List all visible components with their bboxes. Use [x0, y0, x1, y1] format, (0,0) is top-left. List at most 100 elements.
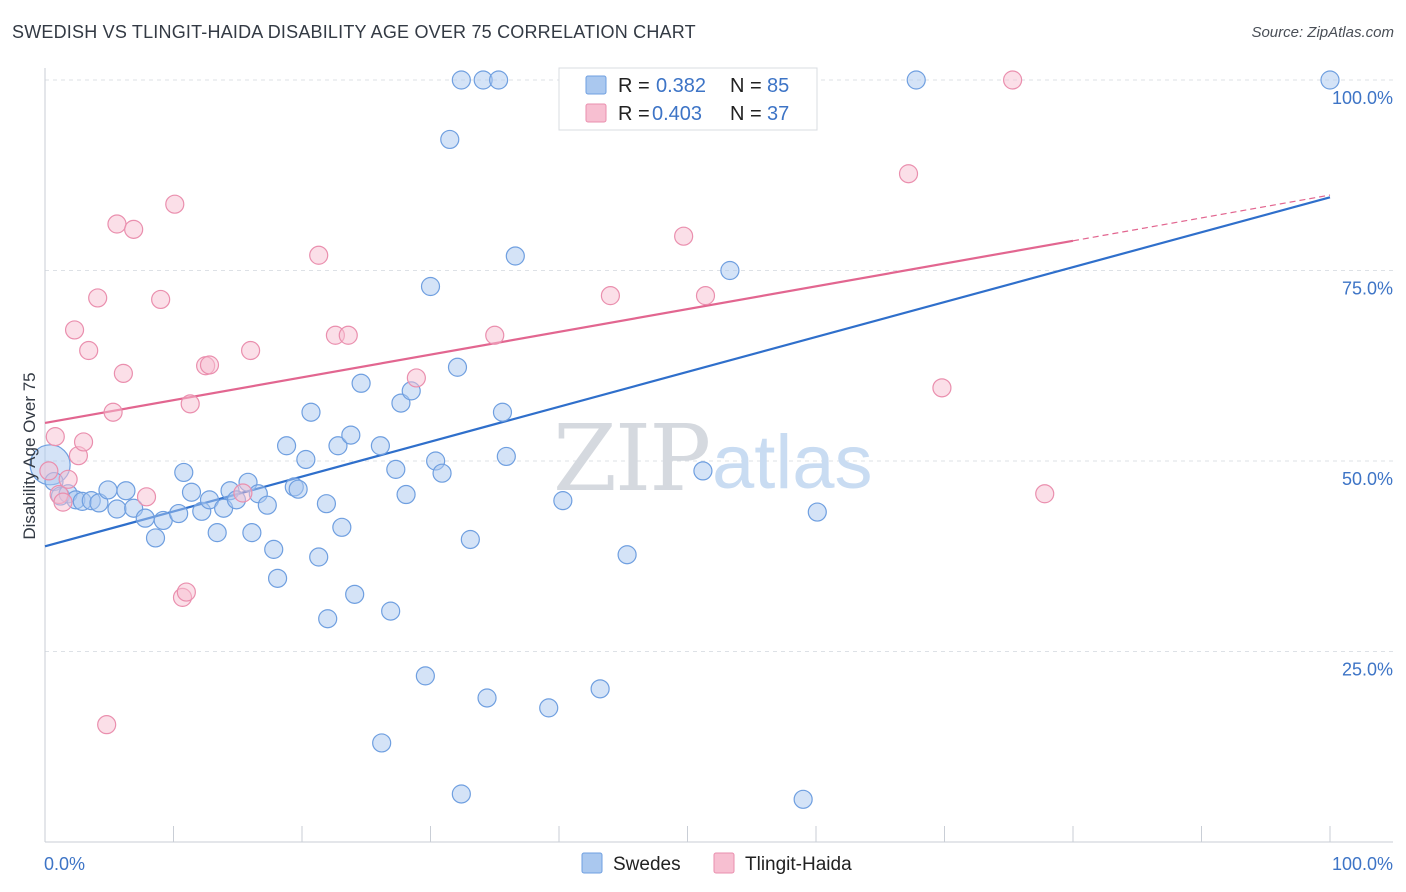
point-swedes — [477, 688, 497, 708]
gridlines — [45, 79, 1393, 652]
point-tlingit — [113, 363, 133, 383]
point-swedes — [116, 481, 136, 501]
point-swedes — [807, 502, 827, 522]
legend-r-label-swedes: R = — [618, 75, 650, 97]
point-swedes — [489, 70, 509, 90]
point-swedes — [351, 373, 371, 393]
point-tlingit — [674, 226, 694, 246]
point-tlingit — [180, 394, 200, 414]
point-swedes — [372, 733, 392, 753]
trend-line-tlingit — [44, 239, 1074, 424]
bottom-legend-label-swedes: Swedes — [613, 854, 681, 875]
point-swedes — [440, 129, 460, 150]
point-swedes — [720, 260, 740, 281]
point-tlingit — [107, 214, 127, 234]
point-swedes — [264, 539, 284, 559]
point-swedes — [267, 568, 288, 588]
point-tlingit — [88, 288, 108, 308]
point-swedes — [451, 70, 471, 90]
bottom-legend-label-tlingit: Tlingit-Haida — [745, 854, 852, 875]
point-swedes — [107, 499, 127, 519]
point-swedes — [693, 461, 713, 481]
bottom-legend-swatch-tlingit — [713, 852, 735, 874]
point-tlingit — [241, 340, 261, 361]
point-swedes — [460, 529, 480, 550]
point-swedes — [553, 491, 573, 511]
point-swedes — [341, 425, 361, 445]
point-tlingit — [199, 355, 220, 375]
legend-swatch-swedes — [585, 75, 607, 95]
watermark-zip: ZIP — [553, 405, 709, 512]
y-tick-label-25: 25.0% — [1342, 660, 1393, 680]
point-tlingit — [64, 320, 85, 340]
chart-source: Source: ZipAtlas.com — [1251, 24, 1394, 41]
legend-n-value-tlingit: 37 — [767, 103, 789, 125]
trend-line-tlingit-extension — [1072, 194, 1331, 242]
series-legend: Swedes Tlingit-Haida — [581, 852, 852, 875]
point-swedes — [242, 523, 262, 543]
point-swedes — [539, 698, 559, 718]
chart-title: SWEDISH VS TLINGIT-HAIDA DISABILITY AGE … — [12, 22, 696, 42]
point-tlingit — [309, 245, 329, 265]
point-swedes — [590, 679, 610, 699]
bottom-legend-swatch-swedes — [581, 852, 603, 874]
point-tlingit — [485, 325, 505, 345]
point-swedes — [451, 784, 471, 804]
point-tlingit — [406, 368, 426, 388]
point-swedes — [345, 584, 365, 604]
point-swedes — [174, 462, 194, 483]
point-swedes — [415, 666, 435, 686]
legend-r-value-tlingit: 0.403 — [652, 103, 702, 125]
point-swedes — [386, 459, 406, 479]
y-tick-label-75: 75.0% — [1342, 279, 1393, 299]
point-swedes — [505, 246, 525, 266]
point-swedes — [496, 446, 516, 467]
y-axis-label: Disability Age Over 75 — [20, 372, 39, 539]
point-swedes — [447, 357, 468, 377]
point-tlingit — [124, 219, 144, 239]
point-tlingit — [58, 469, 78, 489]
point-tlingit — [176, 582, 196, 602]
point-tlingit — [165, 194, 185, 214]
point-tlingit — [600, 286, 621, 306]
point-swedes — [301, 402, 321, 422]
point-tlingit — [1035, 484, 1055, 504]
point-swedes — [420, 276, 441, 297]
legend-n-label-swedes: N = — [730, 75, 762, 97]
x-tick-label-min: 0.0% — [44, 854, 85, 874]
point-tlingit — [695, 286, 716, 306]
point-swedes — [391, 393, 411, 413]
point-swedes — [169, 503, 189, 524]
point-tlingit — [1003, 70, 1023, 90]
point-swedes — [370, 436, 390, 456]
point-swedes — [135, 508, 155, 528]
legend-n-label-tlingit: N = — [730, 103, 762, 125]
legend-r-label-tlingit: R = — [618, 103, 650, 125]
point-swedes — [199, 490, 220, 510]
point-swedes — [617, 545, 637, 565]
point-swedes — [257, 495, 277, 515]
point-swedes — [432, 463, 452, 483]
point-swedes — [328, 436, 348, 456]
point-swedes — [1320, 70, 1340, 90]
point-tlingit — [53, 492, 73, 512]
y-tick-label-100: 100.0% — [1332, 88, 1393, 108]
point-swedes — [316, 494, 337, 514]
legend-swatch-tlingit — [585, 103, 607, 123]
stats-legend: R = 0.382 N = 85 R = 0.403 N = 37 — [558, 67, 818, 131]
point-tlingit — [103, 402, 123, 422]
legend-r-value-swedes: 0.382 — [656, 75, 706, 97]
point-tlingit — [932, 378, 952, 398]
point-tlingit — [45, 427, 65, 447]
point-tlingit — [79, 340, 99, 361]
point-swedes — [276, 436, 297, 456]
point-tlingit — [97, 715, 117, 735]
watermark-atlas: atlas — [712, 420, 873, 505]
y-tick-label-50: 50.0% — [1342, 469, 1393, 489]
y-tick-labels: 25.0% 50.0% 75.0% 100.0% — [1332, 88, 1393, 680]
point-swedes — [309, 547, 329, 567]
point-swedes — [318, 609, 338, 629]
watermark: ZIP atlas — [553, 405, 873, 512]
x-tick-label-max: 100.0% — [1332, 854, 1393, 874]
point-tlingit — [73, 432, 94, 452]
